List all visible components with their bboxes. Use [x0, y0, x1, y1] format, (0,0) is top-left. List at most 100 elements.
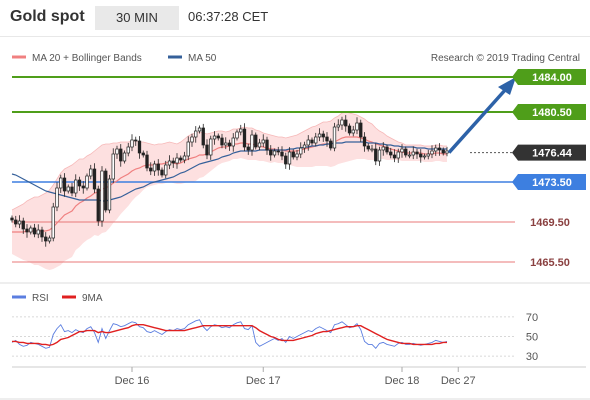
candle-bullish — [434, 147, 438, 152]
rsi-grid — [12, 316, 515, 357]
candle-bearish — [137, 140, 142, 154]
candle-bullish — [426, 153, 430, 157]
candle-bullish — [59, 177, 63, 189]
candle-bearish — [325, 136, 329, 142]
level-label-support: 1465.50 — [530, 257, 570, 269]
candle-bullish — [197, 127, 202, 132]
candle-bearish — [81, 185, 85, 189]
rsi-legend: RSI 9MA — [12, 293, 103, 304]
level-label-support: 1469.50 — [530, 217, 570, 229]
rsi-ma-line — [12, 324, 447, 347]
candle-bullish — [332, 126, 337, 149]
candle-bearish — [205, 144, 209, 156]
candle-bullish — [314, 136, 318, 144]
forecast-arrow-shaft — [447, 87, 508, 154]
level-tag-label-target: 1484.00 — [532, 72, 572, 84]
rsi-axis: 30 50 70 — [526, 312, 538, 363]
timeframe-badge[interactable]: 30 MIN — [95, 6, 179, 30]
candle-bearish — [134, 139, 138, 142]
candle-bullish — [317, 133, 322, 138]
level-tag-label-current: 1476.44 — [532, 148, 573, 160]
rsi-tick-label: 30 — [526, 351, 538, 363]
candle-bearish — [10, 217, 14, 221]
candle-bearish — [269, 149, 273, 156]
candle-bearish — [265, 139, 269, 151]
candle-bullish — [152, 163, 157, 172]
candle-bullish — [336, 124, 340, 128]
candle-bullish — [377, 149, 382, 162]
candle-bullish — [407, 154, 412, 157]
candle-bullish — [299, 147, 303, 155]
candle-bearish — [419, 153, 423, 158]
level-tag-label-target: 1480.50 — [532, 107, 572, 119]
candle-bearish — [32, 227, 37, 235]
bollinger-upper-line — [11, 111, 447, 211]
candle-bearish — [254, 134, 258, 148]
candle-bullish — [194, 130, 198, 138]
candlesticks — [10, 115, 449, 247]
candle-bullish — [66, 186, 70, 192]
candle-bullish — [51, 206, 55, 239]
ma20-legend-label: MA 20 + Bollinger Bands — [32, 53, 142, 64]
candle-bearish — [246, 146, 250, 151]
ma50-line — [11, 141, 447, 202]
forecast-arrow-head — [498, 77, 516, 95]
candle-bullish — [89, 168, 93, 177]
candle-bullish — [396, 151, 400, 159]
candle-bullish — [85, 175, 89, 189]
candle-bearish — [149, 167, 153, 172]
candle-bullish — [100, 170, 104, 222]
candle-bearish — [216, 135, 220, 139]
instrument-title: Gold spot — [10, 8, 85, 25]
header-divider — [0, 36, 590, 37]
candle-bearish — [119, 148, 123, 162]
forecast-arrow — [447, 77, 516, 154]
level-tag-current — [512, 144, 586, 161]
candle-bearish — [62, 177, 67, 192]
candle-bearish — [441, 149, 445, 154]
x-axis: Dec 16 Dec 17 Dec 18 Dec 27 — [115, 367, 476, 387]
candle-bullish — [306, 139, 310, 146]
candle-bearish — [362, 136, 367, 147]
level-tag-target — [512, 104, 586, 120]
candle-bearish — [415, 151, 419, 155]
candle-bullish — [111, 153, 115, 180]
candle-bullish — [36, 229, 40, 235]
candle-bullish — [261, 139, 265, 144]
candle-bullish — [370, 148, 374, 151]
candle-bearish — [40, 229, 44, 238]
candle-bullish — [107, 178, 112, 211]
candle-bearish — [242, 128, 247, 148]
candle-bullish — [186, 141, 190, 157]
candle-bullish — [224, 142, 228, 146]
candle-bullish — [17, 220, 22, 225]
candle-bearish — [321, 133, 325, 138]
candle-bullish — [115, 148, 119, 155]
candle-bullish — [212, 135, 217, 140]
timestamp: 06:37:28 CET — [188, 9, 269, 24]
candle-bearish — [310, 139, 314, 144]
candle-bearish — [284, 155, 288, 165]
candle-bullish — [295, 153, 299, 158]
x-tick-label: Dec 18 — [385, 375, 420, 387]
candle-bullish — [167, 160, 172, 166]
rsi-lines — [11, 319, 448, 349]
candle-bearish — [374, 148, 378, 162]
candle-bearish — [70, 186, 74, 194]
rsi-tick-label: 70 — [526, 312, 538, 324]
candle-bearish — [276, 150, 280, 153]
x-tick-label: Dec 16 — [115, 375, 150, 387]
candle-bearish — [92, 168, 97, 190]
candle-bearish — [96, 188, 100, 222]
level-tag-label-pivot: 1473.50 — [532, 177, 572, 189]
candle-bearish — [25, 228, 29, 233]
candle-bullish — [239, 128, 243, 133]
candle-bearish — [171, 160, 175, 164]
candle-bullish — [130, 139, 134, 148]
candle-bearish — [14, 219, 18, 225]
candle-bullish — [164, 164, 168, 176]
candle-bearish — [179, 157, 183, 161]
candle-bearish — [344, 119, 348, 127]
candle-bearish — [145, 154, 149, 169]
